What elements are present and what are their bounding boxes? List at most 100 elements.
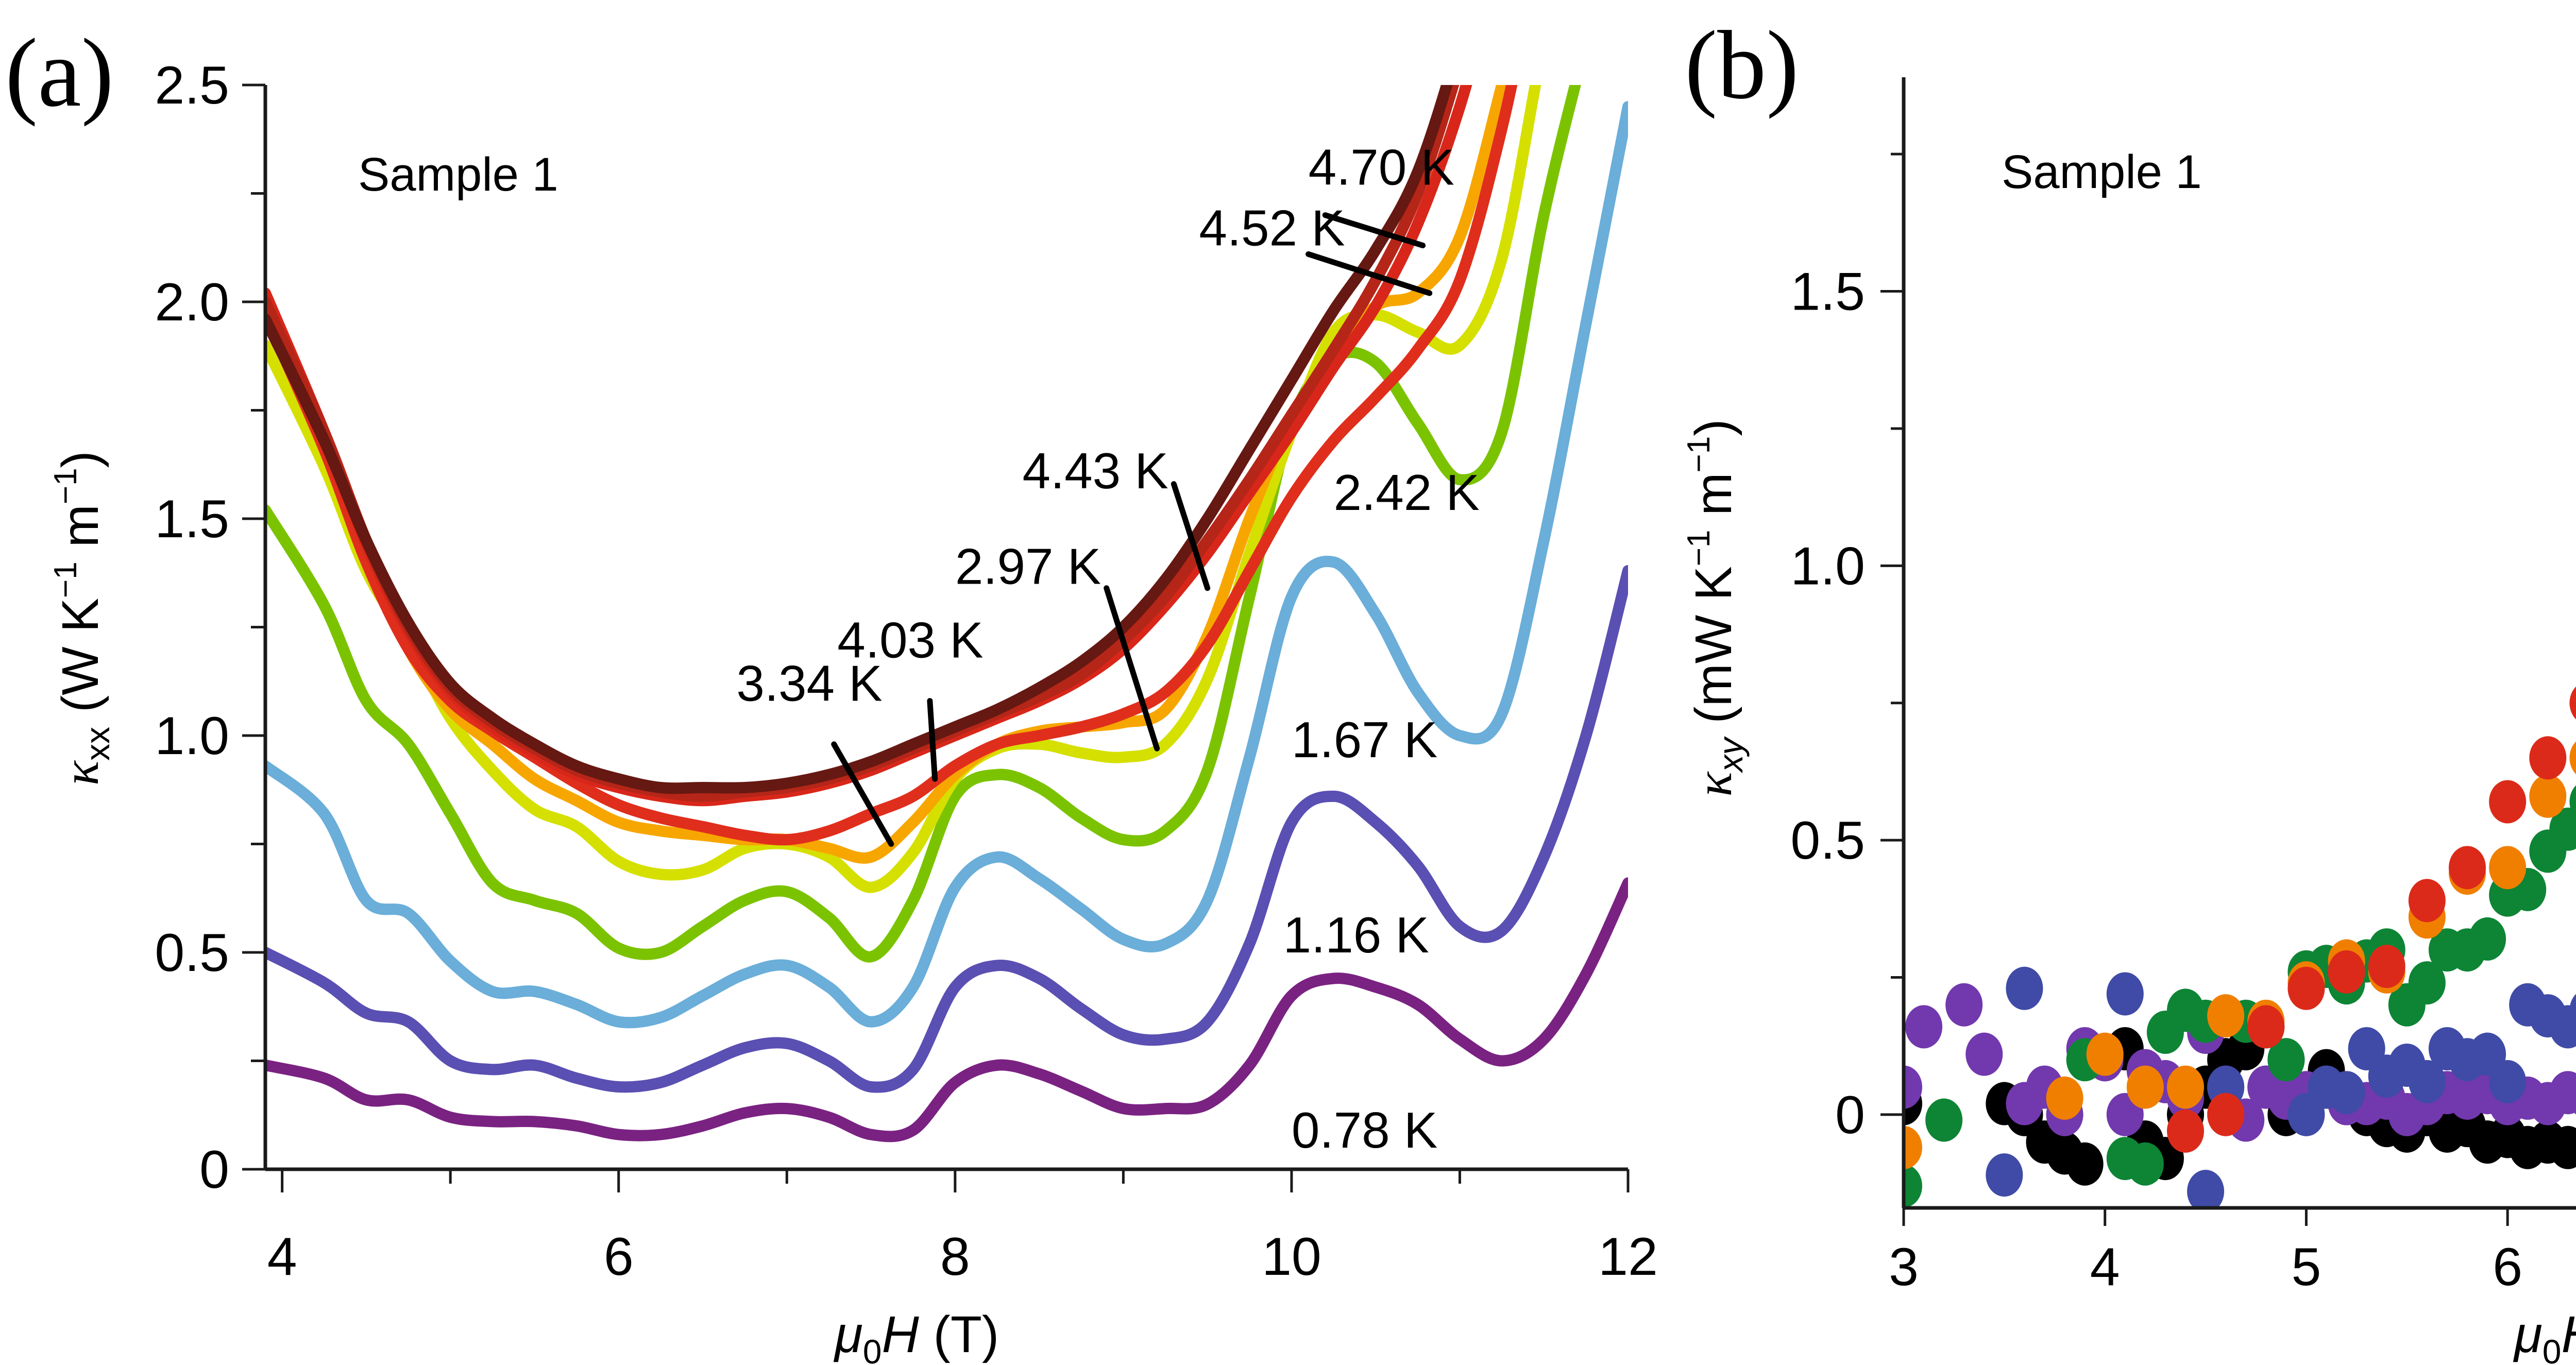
point-5-28-k — [2469, 917, 2506, 961]
curve-4-70-k — [265, 85, 1453, 794]
x-tick-label: 4 — [2090, 1237, 2120, 1297]
point-3-39-k — [2569, 1131, 2576, 1164]
point-4-56-k — [2106, 972, 2144, 1016]
point-4-56-k — [2549, 1005, 2576, 1049]
point-5-50-k — [2287, 966, 2325, 1010]
point-5-50-k — [2167, 1109, 2204, 1153]
point-5-50-k — [2449, 846, 2486, 890]
x-tick-label: 8 — [940, 1227, 970, 1287]
point-5-35-k — [2046, 1076, 2083, 1120]
point-5-50-k — [2328, 950, 2365, 994]
point-5-28-k — [2569, 785, 2576, 818]
y-tick-label: 1.5 — [1790, 262, 1865, 322]
point-3-90-k — [1965, 1032, 2003, 1076]
point-5-35-k — [2489, 846, 2527, 890]
leader-4-52-k — [1306, 251, 1433, 296]
point-5-35-k — [2529, 774, 2567, 818]
x-tick-label: 3 — [1889, 1237, 1919, 1297]
curve-2-42-k — [265, 85, 1581, 963]
point-3-90-k — [1945, 983, 1983, 1027]
panel-a-kappa-xx: (a) 0 0.5 1.0 1.5 2.0 2.5 4 6 8 10 12 4.70 K4.52 K… — [5, 19, 1658, 1365]
label-3-34-k: 3.34 K — [736, 655, 882, 712]
point-5-50-k — [2368, 945, 2405, 988]
point-3-90-k — [2569, 1082, 2576, 1115]
y-tick-label: 0 — [199, 1140, 229, 1200]
point-4-56-k — [1986, 1153, 2023, 1197]
point-4-56-k — [2328, 1071, 2365, 1115]
point-5-35-k — [2126, 1065, 2164, 1109]
point-4-56-k — [2489, 1060, 2527, 1103]
leader-2-97-k — [1104, 585, 1160, 752]
label-4-70-k: 4.70 K — [1309, 139, 1454, 196]
point-4-56-k — [2569, 994, 2576, 1027]
x-tick-label: 12 — [1598, 1227, 1658, 1287]
y-tick-label: 2.5 — [155, 56, 229, 115]
point-4-56-k — [2187, 1170, 2225, 1208]
curve-1-16-k — [265, 565, 1628, 1093]
label-1-16-k: 1.16 K — [1283, 907, 1429, 963]
point-5-28-k — [2549, 807, 2576, 851]
leader-4-43-k — [1171, 481, 1211, 591]
x-tick-label: 5 — [2292, 1237, 2321, 1297]
panel-b-x-axis-title: μ0H (T) — [2513, 1306, 2576, 1365]
point-5-35-k — [2167, 1065, 2204, 1109]
panel-a-axes: 0 0.5 1.0 1.5 2.0 2.5 4 6 8 10 12 — [155, 56, 1657, 1287]
point-5-28-k — [1925, 1098, 1963, 1142]
series-5-50-k — [2167, 686, 2576, 1153]
point-5-28-k — [1904, 1164, 1922, 1208]
point-5-50-k — [2247, 1005, 2285, 1049]
y-tick-label: 0 — [1835, 1085, 1865, 1145]
y-tick-label: 0.5 — [1790, 811, 1865, 871]
panel-b-kappa-xy: (b) 00.51.01.5345678910 5.50 K5.35 K5.28… — [1681, 11, 2576, 1365]
point-5-28-k — [2408, 961, 2446, 1005]
leader-3-34-k — [831, 741, 894, 847]
panel-b-points — [1904, 686, 2576, 1208]
curve-4-43-k — [265, 85, 1472, 807]
panel-b-sample-label: Sample 1 — [2002, 146, 2202, 198]
point-3-90-k — [2549, 1071, 2576, 1115]
curve-4-52-k — [265, 85, 1460, 802]
point-3-90-k — [1905, 1005, 1943, 1049]
point-5-50-k — [2489, 780, 2527, 824]
y-tick-label: 1.5 — [155, 489, 229, 549]
panel-a-labels: 4.70 K4.52 K 4.43 K 2.97 K 4.03 K3.34 K 2.42… — [736, 139, 1480, 1158]
svg-text:κxx (W K−1 m−1): κxx (W K−1 m−1) — [48, 451, 116, 786]
point-5-50-k — [2207, 1093, 2245, 1136]
point-5-35-k — [2569, 741, 2576, 775]
point-3-90-k — [1904, 1065, 1922, 1109]
svg-text:κxy (mW K−1 m−1): κxy (mW K−1 m−1) — [1681, 419, 1750, 796]
point-5-50-k — [2569, 686, 2576, 720]
label-2-42-k: 2.42 K — [1334, 464, 1480, 521]
panel-a-x-axis-title: μ0H (T) — [833, 1306, 999, 1365]
label-0-78-k: 0.78 K — [1292, 1102, 1437, 1158]
panel-a-y-axis-title: κxx (W K−1 m−1) — [48, 451, 116, 786]
point-5-35-k — [2207, 994, 2245, 1038]
x-tick-label: 4 — [267, 1227, 297, 1287]
point-5-50-k — [2408, 879, 2446, 923]
x-tick-label: 10 — [1262, 1227, 1321, 1287]
x-tick-label: 6 — [2493, 1237, 2522, 1297]
curve-0-78-k — [265, 877, 1628, 1142]
panel-a-sample-label: Sample 1 — [358, 148, 558, 201]
y-tick-label: 1.0 — [155, 706, 229, 766]
curve-1-67-k — [265, 101, 1628, 1029]
label-1-67-k: 1.67 K — [1292, 711, 1437, 768]
point-5-35-k — [2086, 1032, 2124, 1076]
point-4-56-k — [2006, 966, 2043, 1010]
leader-4-03-k — [927, 698, 938, 782]
label-4-03-k: 4.03 K — [837, 611, 983, 668]
panel-a-curves — [265, 85, 1628, 1142]
point-5-28-k — [2267, 1038, 2305, 1082]
point-5-28-k — [2126, 1142, 2164, 1186]
x-tick-label: 6 — [604, 1227, 634, 1287]
label-2-97-k: 2.97 K — [955, 538, 1101, 594]
point-5-35-k — [1904, 1125, 1922, 1169]
y-tick-label: 1.0 — [1790, 536, 1865, 596]
label-4-52-k: 4.52 K — [1199, 200, 1345, 257]
point-4-56-k — [2408, 1060, 2446, 1103]
point-3-39-k — [2066, 1142, 2104, 1186]
point-5-50-k — [2529, 736, 2567, 780]
y-tick-label: 2.0 — [155, 272, 229, 332]
panel-b-y-axis-title: κxy (mW K−1 m−1) — [1681, 419, 1750, 796]
